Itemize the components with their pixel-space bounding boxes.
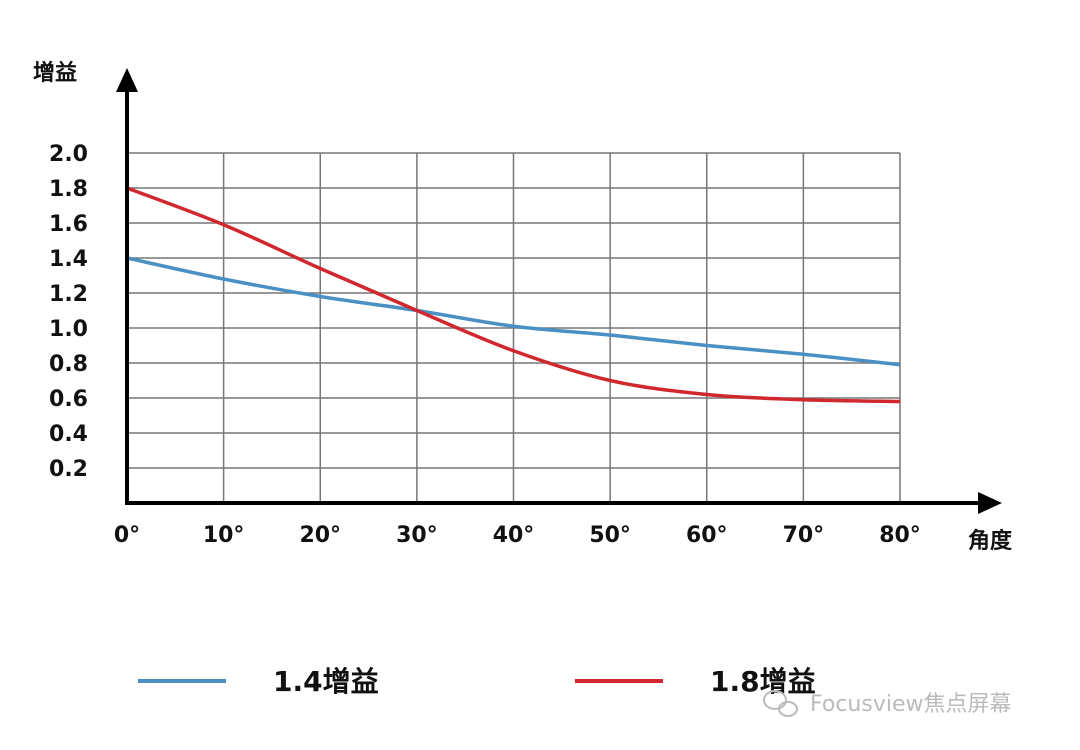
tick-labels: 0° 10° 20° 30° 40° 50° 60° 70° 80° 0.2 0.4 0.6 0.8 1.… (49, 142, 921, 548)
watermark: Focusview焦点屏幕 (763, 690, 1012, 717)
y-tick-label: 1.0 (49, 317, 88, 342)
x-tick-label: 70° (783, 523, 825, 548)
y-tick-label: 0.6 (49, 387, 88, 412)
y-tick-label: 1.4 (49, 247, 88, 272)
y-axis-label: 增益 (33, 60, 77, 86)
y-tick-label: 2.0 (49, 142, 88, 167)
y-tick-label: 1.2 (49, 282, 88, 307)
watermark-text: Focusview焦点屏幕 (810, 692, 1012, 717)
x-tick-label: 60° (686, 523, 728, 548)
legend: 1.4增益 1.8增益 (138, 665, 816, 698)
x-tick-label: 20° (299, 523, 341, 548)
x-tick-label: 10° (203, 523, 245, 548)
series-line-1 (126, 186, 901, 404)
x-tick-label: 0° (114, 523, 140, 548)
y-axis-arrow (116, 68, 138, 92)
y-tick-label: 0.4 (49, 422, 88, 447)
series-lines (126, 186, 901, 404)
legend-label: 1.4增益 (273, 665, 379, 698)
x-tick-label: 30° (396, 523, 438, 548)
y-tick-label: 1.8 (49, 177, 88, 202)
legend-label: 1.8增益 (710, 665, 816, 698)
y-tick-label: 1.6 (49, 212, 88, 237)
x-tick-label: 40° (493, 523, 535, 548)
wechat-icon (763, 690, 798, 717)
axes: 增益 角度 (33, 60, 1013, 554)
x-axis-label: 角度 (968, 528, 1013, 554)
x-tick-label: 50° (589, 523, 631, 548)
y-tick-label: 0.2 (49, 457, 88, 482)
x-axis-arrow (978, 492, 1002, 514)
x-tick-label: 80° (879, 523, 921, 548)
y-tick-label: 0.8 (49, 352, 88, 377)
